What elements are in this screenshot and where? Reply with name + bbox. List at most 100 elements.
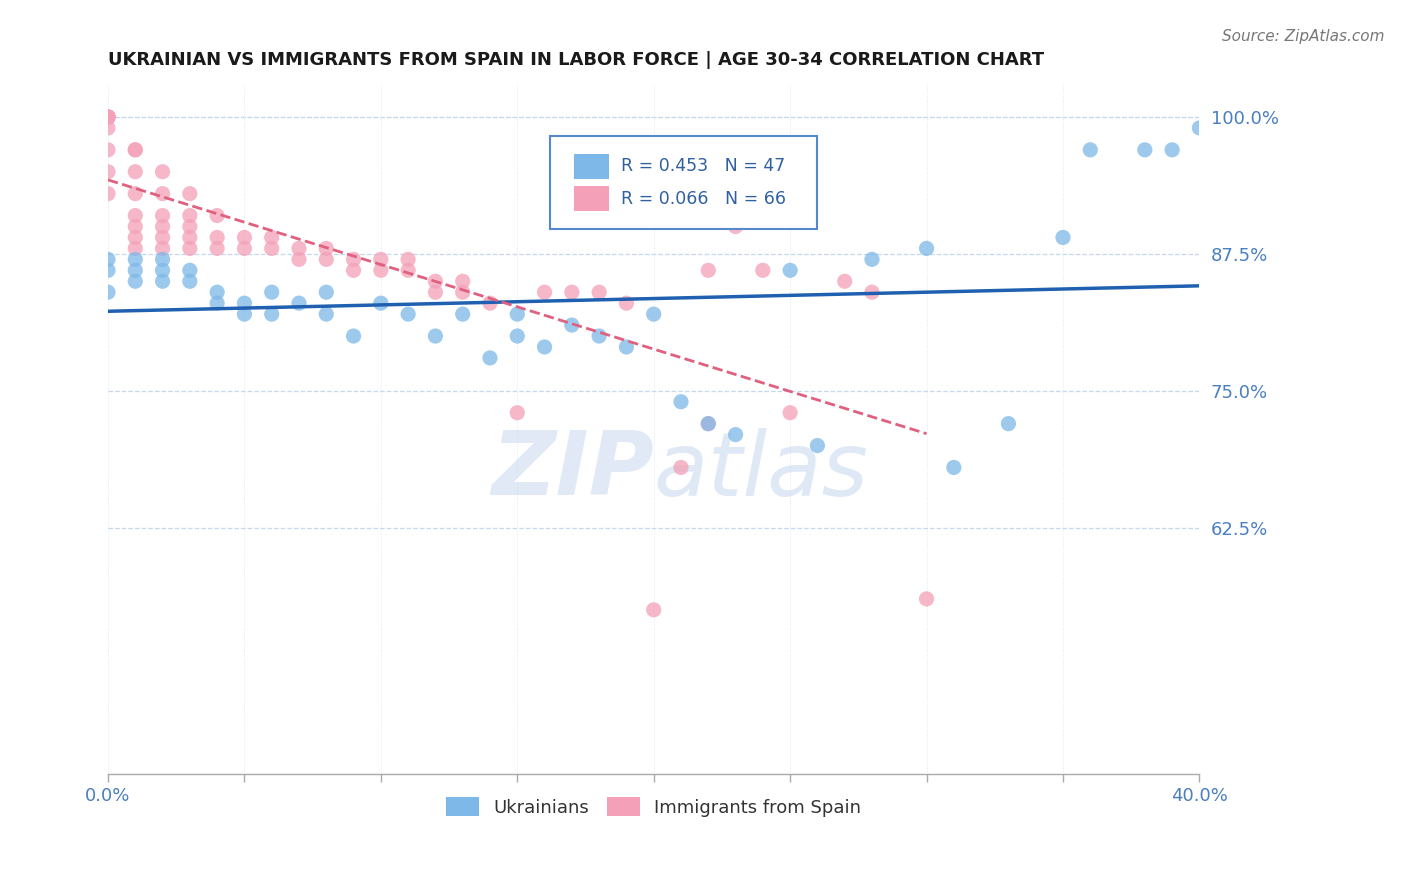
Point	[124, 186, 146, 201]
Point	[124, 230, 146, 244]
FancyBboxPatch shape	[550, 136, 817, 229]
Point	[370, 263, 392, 277]
Point	[506, 307, 529, 321]
Point	[315, 252, 337, 267]
Point	[425, 285, 447, 300]
Point	[860, 252, 883, 267]
Point	[124, 209, 146, 223]
Point	[124, 252, 146, 267]
Point	[97, 110, 120, 124]
Point	[124, 219, 146, 234]
Point	[205, 209, 228, 223]
Point	[834, 274, 856, 288]
FancyBboxPatch shape	[574, 186, 609, 211]
Point	[233, 296, 256, 310]
Point	[1188, 120, 1211, 135]
Point	[179, 186, 201, 201]
Point	[233, 241, 256, 255]
Point	[697, 417, 720, 431]
Point	[561, 285, 583, 300]
Point	[288, 296, 311, 310]
Point	[97, 110, 120, 124]
Point	[451, 307, 474, 321]
Point	[97, 120, 120, 135]
Point	[616, 340, 638, 354]
Point	[97, 285, 120, 300]
Point	[779, 263, 801, 277]
Point	[124, 241, 146, 255]
Point	[152, 219, 174, 234]
Point	[752, 263, 775, 277]
Point	[669, 394, 692, 409]
Point	[506, 406, 529, 420]
Point	[97, 252, 120, 267]
Point	[588, 285, 610, 300]
Point	[124, 143, 146, 157]
Point	[152, 263, 174, 277]
Text: UKRAINIAN VS IMMIGRANTS FROM SPAIN IN LABOR FORCE | AGE 30-34 CORRELATION CHART: UKRAINIAN VS IMMIGRANTS FROM SPAIN IN LA…	[108, 51, 1045, 69]
Point	[425, 329, 447, 343]
Point	[315, 307, 337, 321]
Point	[1161, 143, 1184, 157]
Point	[97, 110, 120, 124]
Point	[724, 427, 747, 442]
Point	[233, 230, 256, 244]
Point	[205, 296, 228, 310]
Point	[124, 274, 146, 288]
Point	[915, 591, 938, 606]
Legend: Ukrainians, Immigrants from Spain: Ukrainians, Immigrants from Spain	[439, 790, 869, 823]
Point	[152, 274, 174, 288]
Point	[152, 165, 174, 179]
Point	[370, 296, 392, 310]
Text: R = 0.066   N = 66: R = 0.066 N = 66	[621, 190, 786, 208]
Point	[152, 241, 174, 255]
Point	[643, 307, 665, 321]
Point	[288, 252, 311, 267]
Point	[342, 263, 364, 277]
Point	[179, 209, 201, 223]
Point	[561, 318, 583, 332]
Point	[97, 143, 120, 157]
Point	[806, 439, 828, 453]
Point	[915, 241, 938, 255]
Point	[478, 351, 501, 365]
Text: atlas: atlas	[654, 427, 869, 514]
Point	[97, 165, 120, 179]
Point	[616, 296, 638, 310]
FancyBboxPatch shape	[574, 153, 609, 178]
Point	[288, 241, 311, 255]
Point	[260, 230, 283, 244]
Point	[697, 417, 720, 431]
Point	[1078, 143, 1101, 157]
Point	[260, 285, 283, 300]
Point	[97, 110, 120, 124]
Point	[97, 186, 120, 201]
Point	[370, 252, 392, 267]
Text: ZIP: ZIP	[491, 427, 654, 514]
Point	[124, 143, 146, 157]
Point	[179, 241, 201, 255]
Point	[779, 406, 801, 420]
Point	[97, 110, 120, 124]
Point	[179, 219, 201, 234]
Point	[152, 252, 174, 267]
Point	[260, 307, 283, 321]
Point	[451, 285, 474, 300]
Point	[97, 263, 120, 277]
Point	[451, 274, 474, 288]
Point	[425, 274, 447, 288]
Text: Source: ZipAtlas.com: Source: ZipAtlas.com	[1222, 29, 1385, 44]
Point	[396, 307, 419, 321]
Point	[588, 329, 610, 343]
Point	[179, 274, 201, 288]
Point	[342, 252, 364, 267]
Point	[697, 263, 720, 277]
Point	[97, 110, 120, 124]
Point	[478, 296, 501, 310]
Point	[179, 230, 201, 244]
Point	[124, 263, 146, 277]
Point	[396, 263, 419, 277]
Text: R = 0.453   N = 47: R = 0.453 N = 47	[621, 157, 785, 175]
Point	[669, 460, 692, 475]
Point	[152, 186, 174, 201]
